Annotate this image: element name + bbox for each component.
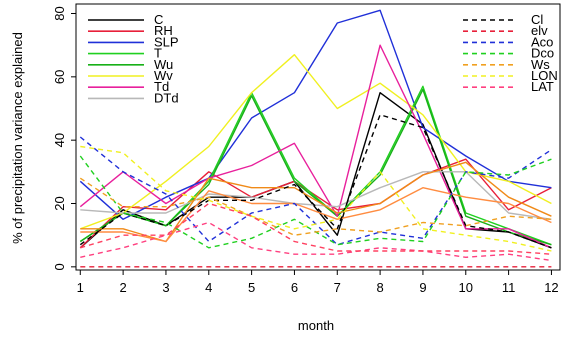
legend-label-lat: LAT xyxy=(531,79,554,94)
x-axis: 1 2 3 4 5 6 7 8 9 10 11 12 xyxy=(77,270,559,295)
series-line-cl xyxy=(79,114,552,249)
y-tick-label: 60 xyxy=(52,70,67,84)
legend-label-td: Td xyxy=(154,79,169,94)
x-tick-label: 10 xyxy=(459,280,473,295)
y-tick-label: 20 xyxy=(52,196,67,210)
y-tick-label: 0 xyxy=(52,263,67,270)
legend-label-slp: SLP xyxy=(154,34,179,49)
series-line-unnamed-17 xyxy=(80,202,552,255)
x-axis-title: month xyxy=(298,318,334,333)
x-tick-label: 9 xyxy=(419,280,426,295)
x-tick-label: 2 xyxy=(119,280,126,295)
x-tick-label: 6 xyxy=(291,280,298,295)
series-line-slp xyxy=(79,9,552,221)
legend-label-ws: Ws xyxy=(531,57,550,72)
x-tick-label: 4 xyxy=(205,280,212,295)
x-tick-label: 12 xyxy=(544,280,558,295)
y-tick-label: 40 xyxy=(52,133,67,147)
y-axis: 0 20 40 60 80 xyxy=(52,6,76,270)
legend-label-wu: Wu xyxy=(154,57,173,72)
x-tick-label: 11 xyxy=(502,280,516,295)
y-tick-label: 80 xyxy=(52,6,67,20)
legend-label-dtd: DTd xyxy=(154,90,179,105)
legend-label-rh: RH xyxy=(154,23,173,38)
series-line-lat xyxy=(80,221,552,262)
x-tick-label: 8 xyxy=(376,280,383,295)
y-axis-title: % of precipitation variance explained xyxy=(10,32,25,244)
x-tick-label: 7 xyxy=(334,280,341,295)
legend-label-aco: Aco xyxy=(531,34,553,49)
legend-label-elv: elv xyxy=(531,23,548,38)
series-line-wv xyxy=(80,54,552,230)
series-line-ws xyxy=(79,177,552,236)
legend-label-c: C xyxy=(154,12,163,27)
legend-label-lon: LON xyxy=(531,68,558,83)
x-tick-label: 1 xyxy=(77,280,84,295)
series-line-dtd xyxy=(80,171,552,220)
series-line-dco xyxy=(79,155,552,249)
series-line-lon xyxy=(80,145,552,252)
legend-label-wv: Wv xyxy=(154,68,173,83)
series-line-unnamed-9 xyxy=(80,186,552,243)
x-tick-label: 5 xyxy=(248,280,255,295)
series-line-td xyxy=(79,44,552,249)
legend-label-cl: Cl xyxy=(531,12,543,27)
legend-label-dco: Dco xyxy=(531,46,554,61)
series-layer xyxy=(79,9,552,268)
x-tick-label: 3 xyxy=(162,280,169,295)
legend-label-t: T xyxy=(154,46,162,61)
plot-frame xyxy=(75,3,561,271)
